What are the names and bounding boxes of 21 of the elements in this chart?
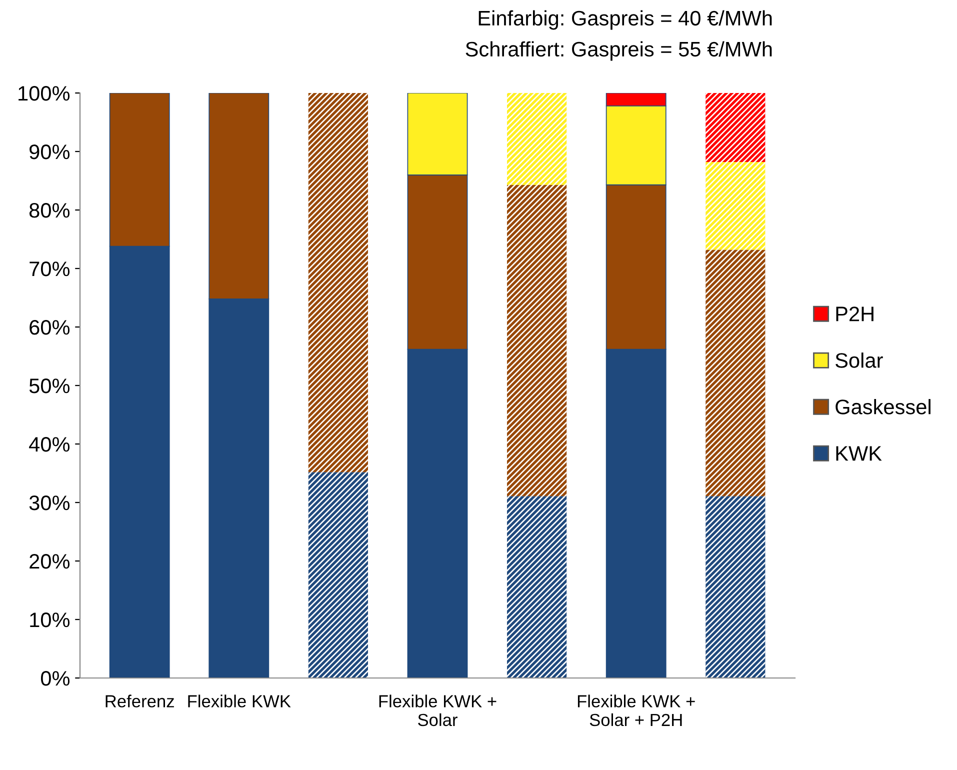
y-tick-label: 80% <box>29 203 70 218</box>
y-tick-label: 20% <box>30 554 70 569</box>
chart-title: Einfarbig: Gaspreis = 40 €/MWh <box>478 10 772 30</box>
y-tick-label: 100% <box>18 86 70 101</box>
y-tick-label: 40% <box>29 437 70 452</box>
legend-label: P2H <box>836 306 874 322</box>
legend-label: KWK <box>836 446 882 461</box>
legend-label: Solar <box>836 352 883 368</box>
y-tick-label: 90% <box>30 144 70 160</box>
x-tick-label: Flexible KWK + Solar + P2H <box>578 694 695 726</box>
y-tick-label: 30% <box>29 496 70 510</box>
y-tick-label: 0% <box>40 671 70 686</box>
legend-label: Gaskessel <box>836 399 930 414</box>
x-tick-label: Flexible KWK + Solar <box>379 694 496 726</box>
chart-subtitle: Schraffiert: Gaspreis = 55 €/MWh <box>466 41 772 61</box>
y-tick-label: 60% <box>30 320 70 335</box>
x-tick-label: Referenz <box>106 694 174 708</box>
x-tick-label: Flexible KWK <box>188 694 291 708</box>
y-tick-label: 10% <box>30 612 70 628</box>
y-tick-label: 50% <box>29 378 70 394</box>
y-tick-label: 70% <box>30 262 70 276</box>
